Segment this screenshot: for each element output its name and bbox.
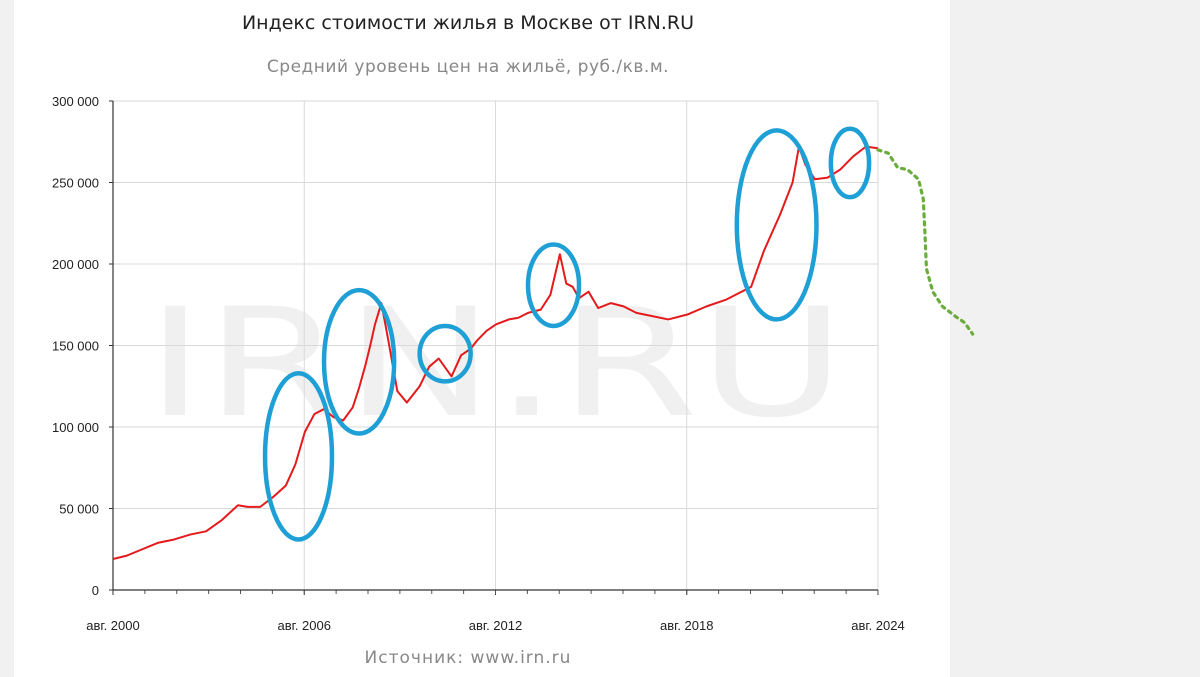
y-tick-label: 100 000 — [52, 420, 99, 435]
highlight-ellipse — [734, 128, 819, 322]
y-tick-label: 50 000 — [59, 502, 99, 517]
highlight-ellipse — [321, 287, 397, 436]
chart-title: Индекс стоимости жилья в Москве от IRN.R… — [241, 12, 695, 34]
y-tick-label: 150 000 — [52, 339, 99, 354]
highlight-ellipse — [262, 370, 335, 542]
chart-panel — [14, 0, 950, 677]
y-tick-label: 0 — [92, 583, 99, 598]
x-tick-label: авг. 2024 — [851, 618, 904, 633]
x-tick-label: авг. 2012 — [469, 618, 522, 633]
y-tick-label: 200 000 — [52, 257, 99, 272]
y-tick-label: 250 000 — [52, 176, 99, 191]
source-note: Источник: www.irn.ru — [364, 648, 572, 668]
highlight-ellipse — [525, 242, 582, 329]
chart-subtitle: Средний уровень цен на жильё, руб./кв.м. — [266, 57, 670, 77]
highlight-ellipse — [828, 126, 872, 200]
highlight-ellipse — [417, 323, 473, 384]
x-tick-label: авг. 2000 — [86, 618, 139, 633]
x-tick-label: авг. 2006 — [278, 618, 331, 633]
x-tick-label: авг. 2018 — [660, 618, 713, 633]
y-tick-label: 300 000 — [52, 94, 99, 109]
forecast-dotted-line — [876, 148, 975, 336]
